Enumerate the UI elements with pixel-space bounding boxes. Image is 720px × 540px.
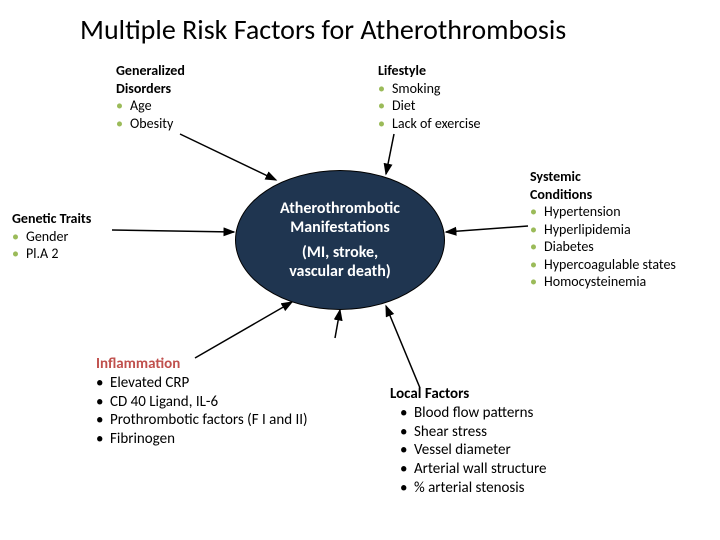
genetic-list: GenderPl.A 2 — [12, 228, 91, 263]
inflammation-title: Inflammation — [96, 355, 308, 374]
list-item: Hypercoagulable states — [530, 256, 676, 274]
list-item: Arterial wall structure — [400, 460, 547, 479]
center-line3: (MI, stroke, — [302, 243, 378, 262]
list-item: Blood flow patterns — [400, 404, 547, 423]
center-line2: Manifestations — [290, 218, 390, 237]
center-line4: vascular death) — [289, 262, 391, 281]
list-item: Obesity — [116, 115, 185, 133]
block-inflammation: Inflammation Elevated CRPCD 40 Ligand, I… — [96, 355, 308, 449]
arrow — [446, 226, 528, 232]
systemic-title1: Systemic — [530, 168, 676, 186]
generalized-list: AgeObesity — [116, 97, 185, 132]
arrow — [112, 230, 234, 232]
genetic-title: Genetic Traits — [12, 210, 91, 228]
block-local: Local Factors Blood flow patternsShear s… — [390, 385, 547, 498]
generalized-title2: Disorders — [116, 80, 185, 98]
block-generalized: Generalized Disorders AgeObesity — [116, 62, 185, 132]
block-genetic: Genetic Traits GenderPl.A 2 — [12, 210, 91, 263]
list-item: % arterial stenosis — [400, 479, 547, 498]
arrow — [335, 310, 340, 338]
list-item: Smoking — [378, 80, 481, 98]
block-lifestyle: Lifestyle SmokingDietLack of exercise — [378, 62, 481, 132]
list-item: Elevated CRP — [96, 374, 308, 393]
center-ellipse: Atherothrombotic Manifestations (MI, str… — [235, 170, 445, 310]
list-item: Lack of exercise — [378, 115, 481, 133]
arrow — [180, 134, 276, 180]
center-line1: Atherothrombotic — [280, 199, 400, 218]
list-item: Shear stress — [400, 423, 547, 442]
lifestyle-list: SmokingDietLack of exercise — [378, 80, 481, 133]
list-item: Pl.A 2 — [12, 245, 91, 263]
block-systemic: Systemic Conditions HypertensionHyperlip… — [530, 168, 676, 291]
list-item: Homocysteinemia — [530, 273, 676, 291]
arrow — [195, 302, 292, 358]
list-item: Diabetes — [530, 238, 676, 256]
arrow — [386, 306, 420, 388]
page-title: Multiple Risk Factors for Atherothrombos… — [80, 12, 566, 47]
systemic-title2: Conditions — [530, 186, 676, 204]
list-item: Gender — [12, 228, 91, 246]
generalized-title1: Generalized — [116, 62, 185, 80]
arrow — [386, 134, 394, 174]
list-item: Hyperlipidemia — [530, 221, 676, 239]
inflammation-list: Elevated CRPCD 40 Ligand, IL-6Prothrombo… — [96, 374, 308, 449]
list-item: Diet — [378, 97, 481, 115]
list-item: Hypertension — [530, 203, 676, 221]
lifestyle-title: Lifestyle — [378, 62, 481, 80]
list-item: Age — [116, 97, 185, 115]
list-item: Vessel diameter — [400, 441, 547, 460]
list-item: Fibrinogen — [96, 430, 308, 449]
local-title: Local Factors — [390, 385, 547, 404]
list-item: CD 40 Ligand, IL-6 — [96, 393, 308, 412]
list-item: Prothrombotic factors (F I and II) — [96, 411, 308, 430]
systemic-list: HypertensionHyperlipidemiaDiabetesHyperc… — [530, 203, 676, 291]
local-list: Blood flow patternsShear stressVessel di… — [390, 404, 547, 498]
